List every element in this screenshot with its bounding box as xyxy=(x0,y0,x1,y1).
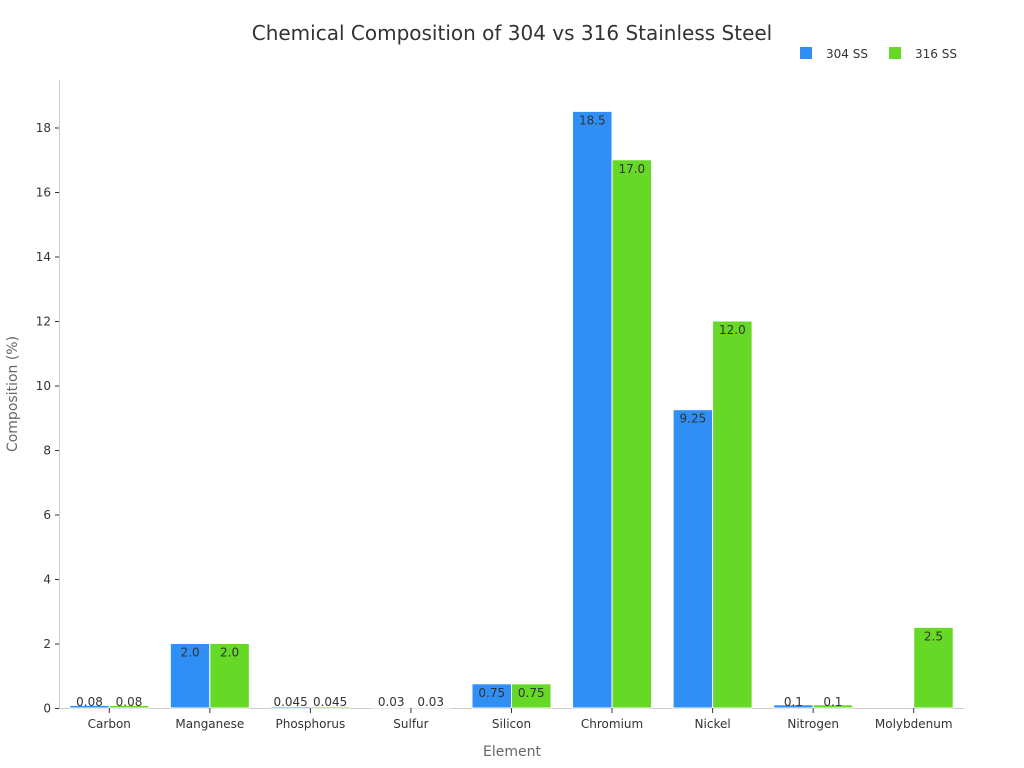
data-label-304-ss-manganese: 2.0 xyxy=(181,646,200,660)
x-tick-label-chromium: Chromium xyxy=(581,717,643,731)
y-tick-label: 10 xyxy=(36,379,51,393)
data-label-304-ss-chromium: 18.5 xyxy=(579,113,606,127)
legend-swatch-304 xyxy=(800,47,812,59)
bar-316-ss-nitrogen[interactable] xyxy=(812,704,854,709)
data-label-304-ss-phosphorus: 0.045 xyxy=(273,695,307,709)
bar-304-ss-silicon[interactable] xyxy=(471,683,512,709)
chart-title: Chemical Composition of 304 vs 316 Stain… xyxy=(252,21,773,45)
bar-316-ss-nickel[interactable] xyxy=(712,320,753,709)
x-tick-label-sulfur: Sulfur xyxy=(393,717,428,731)
data-label-304-ss-nitrogen: 0.1 xyxy=(784,695,803,709)
data-label-316-ss-sulfur: 0.03 xyxy=(417,695,444,709)
data-label-316-ss-chromium: 17.0 xyxy=(618,162,645,176)
x-axis-ticks: Carbon Manganese Phosphorus Sulfur Silicon Ch… xyxy=(88,708,953,731)
data-label-316-ss-nickel: 12.0 xyxy=(719,323,746,337)
bar-304-ss-nickel[interactable] xyxy=(672,409,714,709)
y-axis-title: Composition (%) xyxy=(5,336,21,452)
data-label-316-ss-molybdenum: 2.5 xyxy=(924,629,943,643)
data-labels: 0.08 0.08 2.0 2.0 0.045 0.045 0.03 0.03 0.75 0.75… xyxy=(76,113,943,709)
x-tick-label-nickel: Nickel xyxy=(695,717,731,731)
bar-316-ss-phosphorus[interactable] xyxy=(309,706,351,709)
y-tick-label: 4 xyxy=(43,573,51,587)
x-tick-label-phosphorus: Phosphorus xyxy=(275,717,345,731)
bars xyxy=(69,110,954,709)
bar-304-ss-chromium[interactable] xyxy=(572,110,613,709)
bar-316-ss-molybdenum[interactable] xyxy=(913,626,954,709)
legend-label-316: 316 SS xyxy=(915,47,957,61)
data-label-304-ss-sulfur: 0.03 xyxy=(378,695,405,709)
y-tick-label: 8 xyxy=(43,444,51,458)
bar-304-ss-manganese[interactable] xyxy=(169,643,211,709)
y-tick-label: 18 xyxy=(36,121,51,135)
data-label-304-ss-silicon: 0.75 xyxy=(478,686,505,700)
x-tick-label-carbon: Carbon xyxy=(88,717,131,731)
legend-swatch-316 xyxy=(889,47,901,59)
x-axis-title: Element xyxy=(483,744,541,760)
data-label-316-ss-silicon: 0.75 xyxy=(518,686,545,700)
legend: 304 SS 316 SS xyxy=(800,47,957,61)
bar-316-ss-sulfur[interactable] xyxy=(410,706,451,709)
x-tick-label-molybdenum: Molybdenum xyxy=(875,717,953,731)
legend-label-304: 304 SS xyxy=(826,47,868,61)
bar-316-ss-manganese[interactable] xyxy=(209,643,250,709)
bar-316-ss-silicon[interactable] xyxy=(511,683,552,709)
y-tick-label: 16 xyxy=(36,186,51,200)
y-axis-ticks: 0 2 4 6 8 10 12 14 16 18 xyxy=(36,121,59,716)
data-label-316-ss-carbon: 0.08 xyxy=(116,695,143,709)
y-tick-label: 12 xyxy=(36,315,51,329)
data-label-316-ss-manganese: 2.0 xyxy=(220,646,239,660)
data-label-304-ss-carbon: 0.08 xyxy=(76,695,103,709)
y-tick-label: 2 xyxy=(43,637,51,651)
bar-316-ss-chromium[interactable] xyxy=(611,159,653,709)
data-label-304-ss-nickel: 9.25 xyxy=(680,412,707,426)
y-tick-label: 14 xyxy=(36,250,51,264)
y-tick-label: 0 xyxy=(43,702,51,716)
y-tick-label: 6 xyxy=(43,508,51,522)
x-tick-label-silicon: Silicon xyxy=(492,717,531,731)
data-label-316-ss-nitrogen: 0.1 xyxy=(823,695,842,709)
bar-316-ss-carbon[interactable] xyxy=(108,704,150,709)
x-tick-label-nitrogen: Nitrogen xyxy=(787,717,839,731)
data-label-316-ss-phosphorus: 0.045 xyxy=(313,695,347,709)
x-tick-label-manganese: Manganese xyxy=(175,717,244,731)
